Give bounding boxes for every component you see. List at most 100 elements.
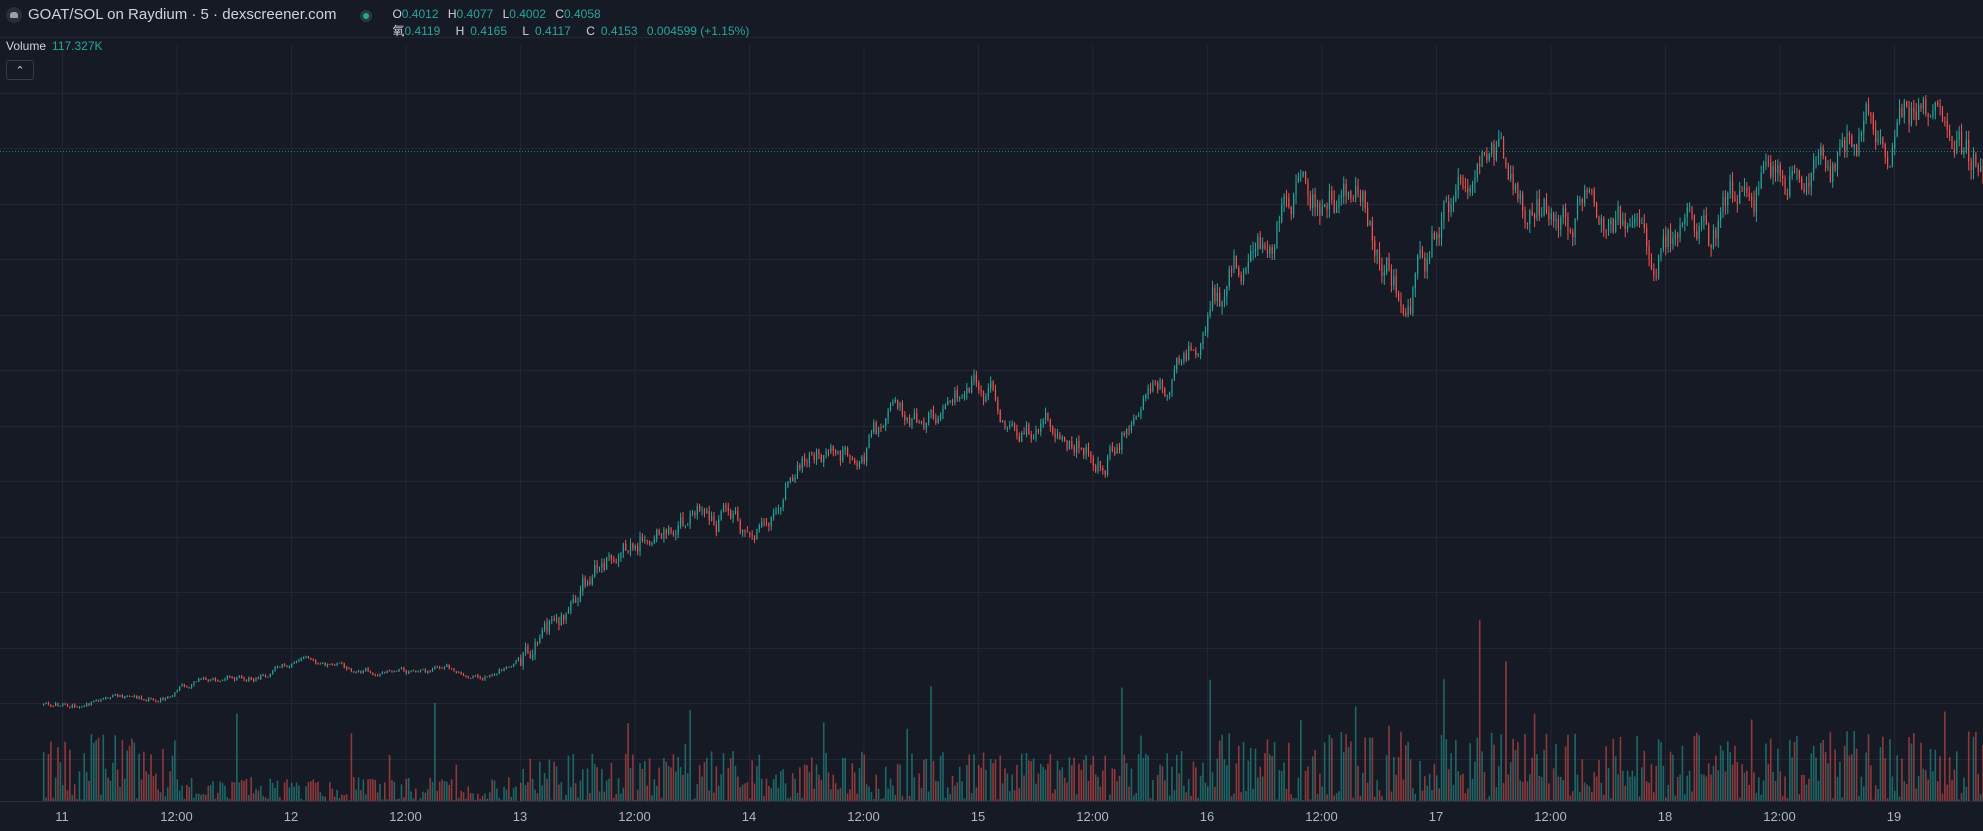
candle-body — [1097, 461, 1099, 472]
volume-bar — [240, 780, 243, 801]
candle-body — [508, 666, 510, 668]
candle-body — [625, 543, 627, 551]
volume-bar — [1049, 754, 1052, 801]
candle-body — [694, 512, 696, 516]
candle-body — [498, 669, 500, 674]
candle-body — [1977, 165, 1979, 172]
collapse-button[interactable]: ⌃ — [6, 60, 34, 80]
symbol-title[interactable]: GOAT/SOL on Raydium · 5 · dexscreener.co… — [6, 6, 336, 23]
candle-body — [1290, 206, 1292, 215]
candle-body — [279, 666, 281, 668]
candle-body — [1844, 140, 1846, 152]
candle-body — [1176, 358, 1178, 370]
volume-bar — [1700, 774, 1703, 801]
candle-body — [1233, 255, 1235, 271]
volume-bar — [1820, 742, 1822, 801]
candle-body — [1531, 210, 1533, 215]
candle-body — [870, 432, 873, 438]
volume-bar — [710, 751, 713, 801]
candle-body — [324, 662, 326, 667]
volume-bar — [355, 789, 357, 801]
candle-body — [1464, 186, 1466, 188]
candle-body — [1722, 197, 1724, 212]
candle-body — [1099, 461, 1102, 469]
volume-bar — [1583, 782, 1586, 801]
volume-bar — [1824, 752, 1827, 801]
candle-body — [229, 676, 231, 678]
candle-body — [1013, 423, 1016, 429]
candle-body — [43, 704, 45, 705]
volume-bar — [1648, 782, 1650, 801]
volume-bar — [1159, 764, 1161, 801]
volume-bar — [1230, 796, 1233, 801]
candle-body — [827, 451, 830, 452]
volume-bar — [698, 765, 701, 801]
volume-bar — [720, 774, 722, 801]
candle-body — [1505, 158, 1507, 167]
volume-bar — [1261, 776, 1264, 801]
volume-bar — [562, 799, 565, 801]
volume-bar — [980, 767, 982, 801]
candle-body — [1949, 129, 1951, 137]
candle-body — [1791, 170, 1793, 176]
candle-body — [1672, 238, 1674, 245]
candle-body — [725, 505, 727, 508]
candle-body — [1624, 220, 1626, 229]
volume-bar — [407, 778, 410, 801]
candle-body — [1727, 193, 1729, 206]
volume-bar — [873, 799, 875, 801]
candle-body — [842, 449, 844, 461]
candle-body — [1634, 218, 1636, 224]
volume-bar — [1257, 777, 1259, 801]
volume-bar — [1631, 770, 1634, 801]
candle-body — [267, 676, 269, 678]
candle-body — [128, 695, 131, 697]
market-status-icon[interactable] — [360, 10, 373, 22]
candle-body — [875, 422, 877, 435]
volume-bar — [1371, 737, 1374, 801]
volume-bar — [708, 790, 711, 801]
candle-body — [1715, 229, 1717, 239]
volume-bar — [1536, 754, 1538, 801]
x-tick-label: 17 — [1429, 809, 1443, 824]
candle-body — [1705, 215, 1707, 225]
volume-bar — [946, 787, 949, 801]
volume-bar — [1617, 774, 1619, 801]
candle-body — [1295, 181, 1297, 195]
candle-body — [59, 705, 61, 707]
volume-bar — [570, 787, 572, 801]
volume-bar — [1855, 748, 1858, 801]
candle-body — [412, 670, 415, 672]
volume-bar — [808, 772, 811, 801]
candle-body — [1522, 193, 1524, 212]
candle-body — [286, 665, 288, 668]
volume-bar — [655, 785, 658, 801]
candle-body — [1006, 427, 1008, 428]
candle-body — [55, 703, 57, 706]
candle-body — [632, 543, 634, 549]
volume-bar — [825, 752, 827, 801]
candle-body — [658, 529, 660, 534]
volume-bar — [853, 772, 856, 801]
volume-bar — [286, 779, 288, 801]
x-tick-label: 18 — [1658, 809, 1672, 824]
candle-body — [942, 408, 944, 415]
candle-body — [1665, 235, 1667, 248]
volume-bar — [1774, 780, 1777, 801]
candle-body — [97, 700, 100, 702]
candle-body — [1612, 218, 1614, 232]
candle-body — [1040, 423, 1042, 432]
volume-bar — [45, 797, 47, 801]
candle-body — [651, 542, 653, 545]
volume-bar — [899, 764, 901, 801]
volume-bar — [364, 794, 367, 801]
candle-body — [334, 665, 336, 666]
candle-body — [1011, 423, 1013, 426]
candle-body — [214, 678, 217, 681]
volume-bar — [1586, 784, 1588, 801]
volume-bar — [782, 769, 784, 801]
candle-body — [241, 675, 243, 678]
volume-bar — [114, 735, 117, 801]
volume-bar — [1042, 766, 1044, 801]
